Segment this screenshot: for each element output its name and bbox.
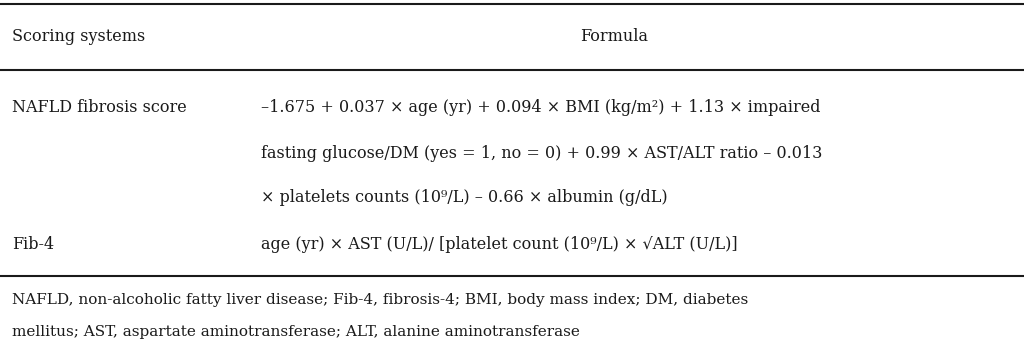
Text: NAFLD, non-alcoholic fatty liver disease; Fib-4, fibrosis-4; BMI, body mass inde: NAFLD, non-alcoholic fatty liver disease… (12, 293, 749, 307)
Text: Fib-4: Fib-4 (12, 236, 54, 253)
Text: –1.675 + 0.037 × age (yr) + 0.094 × BMI (kg/m²) + 1.13 × impaired: –1.675 + 0.037 × age (yr) + 0.094 × BMI … (261, 99, 820, 116)
Text: Formula: Formula (581, 29, 648, 45)
Text: age (yr) × AST (U/L)/ [platelet count (10⁹/L) × √ALT (U/L)]: age (yr) × AST (U/L)/ [platelet count (1… (261, 236, 737, 253)
Text: fasting glucose/DM (yes = 1, no = 0) + 0.99 × AST/ALT ratio – 0.013: fasting glucose/DM (yes = 1, no = 0) + 0… (261, 145, 822, 162)
Text: mellitus; AST, aspartate aminotransferase; ALT, alanine aminotransferase: mellitus; AST, aspartate aminotransferas… (12, 325, 581, 339)
Text: NAFLD fibrosis score: NAFLD fibrosis score (12, 99, 187, 116)
Text: × platelets counts (10⁹/L) – 0.66 × albumin (g/dL): × platelets counts (10⁹/L) – 0.66 × albu… (261, 189, 668, 206)
Text: Scoring systems: Scoring systems (12, 29, 145, 45)
